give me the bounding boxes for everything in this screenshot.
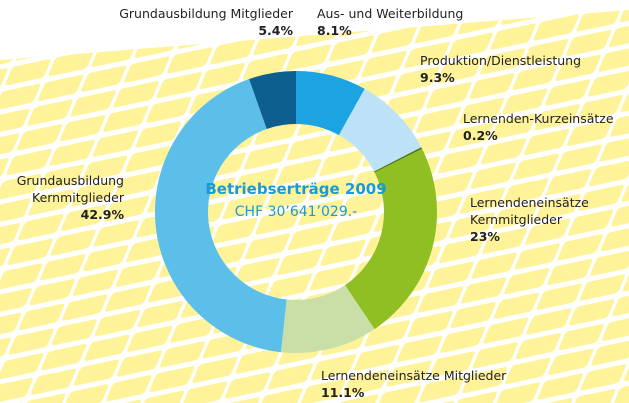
donut-segment [338, 88, 422, 172]
donut-segment [280, 285, 375, 353]
category-label: Lernendeneinsätze Mitglieder [321, 368, 507, 383]
category-label: Produktion/Dienstleistung [420, 53, 582, 68]
value-label: 11.1% [321, 385, 365, 400]
segment-label: Lernendeneinsätze Mitglieder 11.1% [321, 367, 581, 401]
segment-label: Lernenden-Kurzeinsätze 0.2% [463, 110, 623, 144]
value-label: 23% [470, 229, 500, 244]
segment-label: Aus- und Weiterbildung 8.1% [317, 5, 487, 39]
segment-label: Produktion/Dienstleistung 9.3% [420, 52, 610, 86]
center-label: Betriebserträge 2009 CHF 30’641’029.- [196, 180, 396, 220]
donut-segment [249, 71, 296, 130]
donut-segment [155, 79, 287, 353]
category-label: Grundausbildung Kernmitglieder [16, 173, 124, 205]
value-label: 8.1% [317, 23, 352, 38]
category-label: Aus- und Weiterbildung [317, 6, 464, 21]
value-label: 9.3% [420, 70, 455, 85]
category-label: Grundausbildung Mitglieder [119, 6, 293, 21]
donut-segment [296, 71, 365, 136]
segment-label: Lernendeneinsätze Kernmitglieder 23% [470, 194, 620, 245]
category-label: Lernenden-Kurzeinsätze [463, 111, 614, 126]
chart-subtitle: CHF 30’641’029.- [234, 204, 358, 220]
category-label: Lernendeneinsätze Kernmitglieder [470, 195, 589, 227]
value-label: 0.2% [463, 128, 498, 143]
value-label: 42.9% [80, 207, 124, 222]
segment-label: Grundausbildung Mitglieder 5.4% [80, 5, 293, 39]
value-label: 5.4% [258, 23, 293, 38]
donut-segment [345, 148, 437, 330]
segment-label: Grundausbildung Kernmitglieder 42.9% [0, 172, 124, 223]
chart-title: Betriebserträge 2009 [205, 180, 387, 198]
donut-segment [374, 147, 423, 173]
